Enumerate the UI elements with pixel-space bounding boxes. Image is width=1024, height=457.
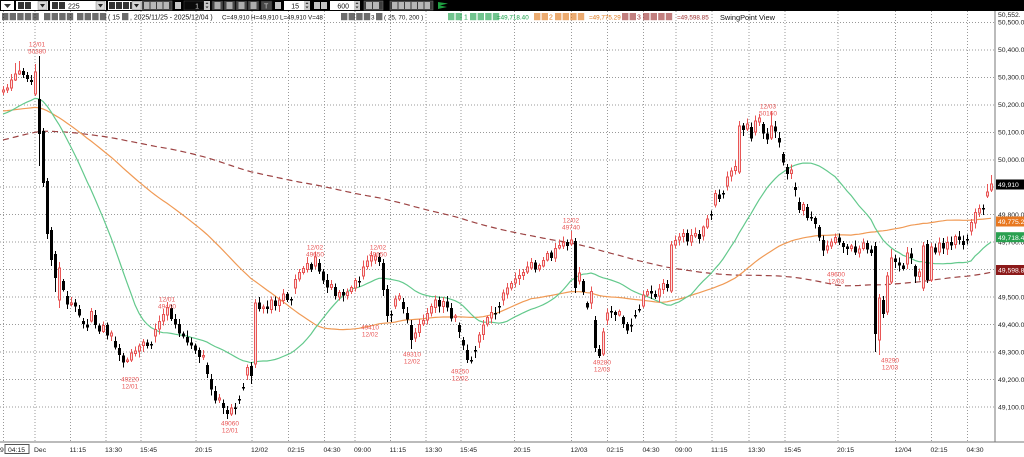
svg-text:12/02: 12/02	[404, 359, 421, 366]
svg-text:=49,718.40: =49,718.40	[497, 15, 529, 22]
svg-text:49,598.8: 49,598.8	[998, 268, 1024, 275]
svg-text:49,800.0: 49,800.0	[998, 212, 1024, 219]
svg-text:13:30: 13:30	[105, 447, 122, 454]
svg-text:12/03: 12/03	[882, 365, 899, 372]
svg-text:15: 15	[291, 3, 299, 10]
svg-text:04:30: 04:30	[324, 447, 341, 454]
svg-text:49250: 49250	[451, 369, 469, 376]
svg-text:2: 2	[549, 15, 553, 22]
svg-text:49740: 49740	[562, 225, 580, 232]
svg-text:12/02: 12/02	[362, 332, 379, 339]
svg-text:Dec: Dec	[34, 447, 47, 454]
svg-text:04:30: 04:30	[967, 447, 984, 454]
svg-text:20:15: 20:15	[195, 447, 212, 454]
svg-text:09:00: 09:00	[354, 447, 371, 454]
svg-text:49,500.0: 49,500.0	[998, 295, 1024, 302]
svg-text:50,200.0: 50,200.0	[998, 102, 1024, 109]
svg-text:12/01: 12/01	[122, 384, 139, 391]
svg-text:49,400.0: 49,400.0	[998, 322, 1024, 329]
svg-text:C=49,910: C=49,910	[222, 15, 250, 22]
svg-text:12/02: 12/02	[563, 218, 580, 225]
svg-text:49,200.0: 49,200.0	[998, 377, 1024, 384]
svg-text:20:15: 20:15	[837, 447, 854, 454]
svg-text:02:15: 02:15	[288, 447, 305, 454]
svg-text:, 2025/11/25 - 2025/12/04 ): , 2025/11/25 - 2025/12/04 )	[130, 15, 213, 22]
svg-text:49,775.2: 49,775.2	[998, 219, 1024, 226]
svg-text:49600: 49600	[827, 272, 845, 279]
svg-text:49290: 49290	[881, 358, 899, 365]
svg-text:49650: 49650	[369, 252, 387, 259]
svg-text:20:15: 20:15	[514, 447, 531, 454]
svg-text:49410: 49410	[361, 325, 379, 332]
svg-text:T: T	[264, 3, 269, 10]
svg-text:49280: 49280	[593, 360, 611, 367]
svg-text:49460: 49460	[158, 304, 176, 311]
svg-text:49,300.0: 49,300.0	[998, 350, 1024, 357]
svg-text:50,400.0: 50,400.0	[998, 47, 1024, 54]
svg-text:12/02: 12/02	[251, 447, 268, 454]
svg-text:( 15: ( 15	[108, 15, 120, 22]
svg-text:12/02: 12/02	[452, 376, 469, 383]
svg-text:02:15: 02:15	[607, 447, 624, 454]
svg-text:49220: 49220	[121, 377, 139, 384]
svg-text:12/02: 12/02	[370, 245, 387, 252]
svg-text:49650: 49650	[306, 252, 324, 259]
svg-text:13:30: 13:30	[748, 447, 765, 454]
svg-text:12/03: 12/03	[828, 279, 845, 286]
svg-text:50,552.: 50,552.	[998, 12, 1021, 19]
svg-text:3: 3	[637, 15, 641, 22]
svg-text:49,718.4: 49,718.4	[998, 235, 1024, 242]
svg-text:600: 600	[337, 3, 349, 10]
svg-text:12/01: 12/01	[29, 42, 46, 49]
svg-text:12/01: 12/01	[159, 297, 176, 304]
svg-text:12/03: 12/03	[760, 104, 777, 111]
svg-text:( 25, 70, 200 ): ( 25, 70, 200 )	[384, 15, 423, 22]
svg-text:11:15: 11:15	[390, 447, 407, 454]
svg-text:1: 1	[464, 15, 468, 22]
svg-text:02:15: 02:15	[931, 447, 948, 454]
svg-text:50,100.0: 50,100.0	[998, 130, 1024, 137]
svg-text:04:30: 04:30	[643, 447, 660, 454]
svg-text:225: 225	[68, 3, 80, 10]
svg-text:13:30: 13:30	[425, 447, 442, 454]
svg-text:50,000.0: 50,000.0	[998, 157, 1024, 164]
svg-text:15:45: 15:45	[460, 447, 477, 454]
svg-text:9: 9	[0, 447, 4, 454]
svg-text:V=48: V=48	[308, 15, 323, 22]
svg-text:49060: 49060	[221, 421, 239, 428]
svg-text:50160: 50160	[759, 111, 777, 118]
svg-text:12/01: 12/01	[222, 428, 239, 435]
svg-text:49,700.0: 49,700.0	[998, 240, 1024, 247]
svg-text:50380: 50380	[28, 49, 46, 56]
svg-text:49,100.0: 49,100.0	[998, 405, 1024, 412]
svg-text:15:45: 15:45	[784, 447, 801, 454]
svg-text:11:15: 11:15	[70, 447, 87, 454]
svg-text:49,910: 49,910	[998, 182, 1019, 189]
svg-text:=49,775.29: =49,775.29	[589, 15, 621, 22]
svg-text:15:45: 15:45	[140, 447, 157, 454]
svg-text:SwingPoint View: SwingPoint View	[720, 13, 776, 22]
svg-text:12/04: 12/04	[895, 447, 912, 454]
svg-text:12/02: 12/02	[307, 245, 324, 252]
svg-text:H=49,910: H=49,910	[251, 15, 279, 22]
svg-text:49310: 49310	[403, 352, 421, 359]
svg-text:=49,598.85: =49,598.85	[677, 15, 709, 22]
svg-text:12/03: 12/03	[571, 447, 588, 454]
svg-text:11:15: 11:15	[711, 447, 728, 454]
svg-text:09:00: 09:00	[675, 447, 692, 454]
svg-text:L=49,910: L=49,910	[280, 15, 307, 22]
svg-text:04:15: 04:15	[8, 447, 25, 454]
svg-text:50,300.0: 50,300.0	[998, 75, 1024, 82]
svg-text:1: 1	[195, 3, 199, 10]
svg-text:12/03: 12/03	[594, 367, 611, 374]
svg-text:3: 3	[371, 15, 375, 22]
svg-text:50,500.0: 50,500.0	[998, 20, 1024, 27]
